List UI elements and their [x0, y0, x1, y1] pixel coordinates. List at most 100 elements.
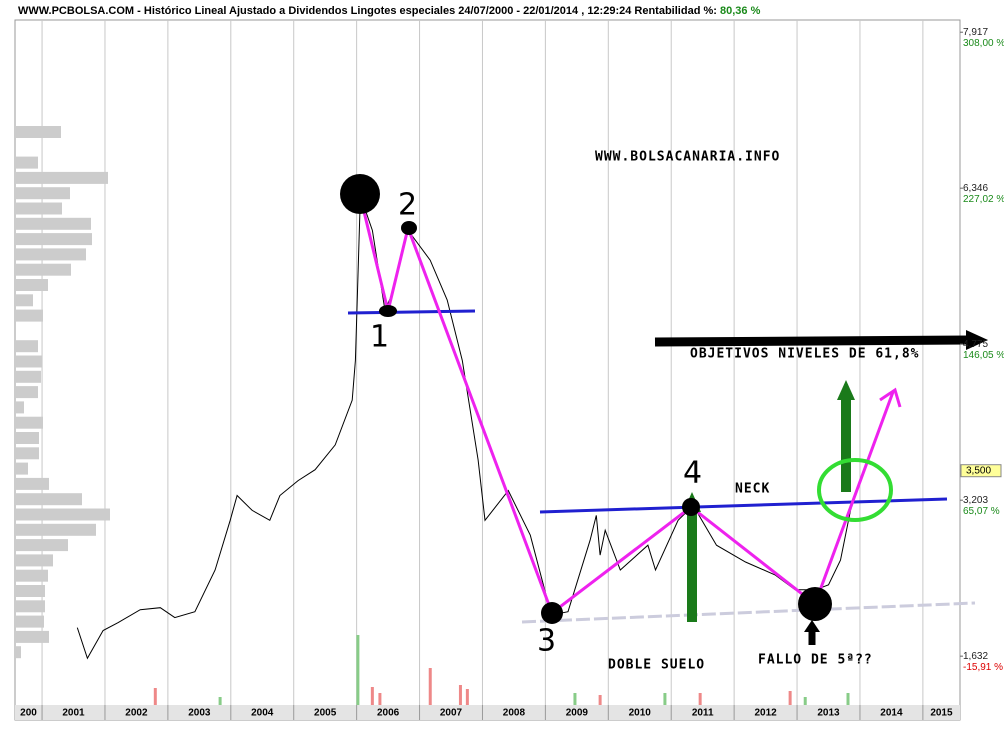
volume-profile-bar [16, 493, 82, 506]
volume-profile-bar [16, 462, 28, 475]
volume-profile-bar [16, 386, 38, 399]
y-tick-label: 6,346 [963, 183, 988, 194]
y-tick-label: 7,917 [963, 27, 988, 38]
point-marker [340, 174, 380, 214]
neckline-top [347, 309, 476, 315]
breakout-circle [817, 458, 893, 522]
annotations: WWW.BOLSACANARIA.INFO OBJETIVOS NIVELES … [340, 150, 988, 673]
y2-tick-label: -15,91 % [963, 662, 1003, 673]
volume-bar [153, 688, 157, 705]
y2-tick-label: 146,05 % [963, 350, 1004, 361]
point-label: 4 [683, 456, 702, 491]
last-value-label: 3,500 [966, 465, 991, 476]
volume-profile-bar [16, 126, 61, 138]
return-value: 80,36 % [720, 5, 761, 17]
volume-profile-bar [16, 477, 49, 490]
volume-profile-bar [16, 615, 44, 628]
volume-profile-bar [16, 416, 43, 429]
pattern-arrowhead [879, 387, 902, 408]
volume-bar [573, 693, 577, 705]
volume-profile-bar [16, 309, 43, 322]
point-marker [379, 305, 397, 317]
volume-profile-bar [16, 508, 110, 521]
title-text: WWW.PCBOLSA.COM - Histórico Lineal Ajust… [18, 5, 717, 17]
volume-bar [458, 685, 462, 705]
measure-arrowhead-2 [837, 380, 855, 400]
x-tick-label: 2005 [314, 708, 337, 719]
volume-profile-bar [16, 569, 48, 582]
price-line [76, 195, 861, 660]
volume-bar [803, 697, 807, 705]
volume-profile-bar [16, 248, 86, 261]
volume-bar [378, 693, 382, 705]
volume-profile-bar [16, 187, 70, 200]
target-arrowhead [966, 330, 988, 350]
volume-profile-bar [16, 355, 42, 368]
y2-tick-label: 308,00 % [963, 38, 1004, 49]
volume-profile-bar [16, 600, 45, 613]
x-tick-label: 2013 [817, 708, 840, 719]
volume-profile-bar [16, 630, 49, 643]
y2-tick-label: 65,07 % [963, 506, 1000, 517]
x-tick-label: 2004 [251, 708, 274, 719]
volume-profile-bar [16, 279, 48, 291]
volume-profile-bar [16, 370, 41, 383]
x-tick-label: 2012 [754, 708, 777, 719]
last-value-box [960, 464, 1002, 478]
x-tick-label: 2008 [503, 708, 526, 719]
volume-profile-bar [16, 523, 96, 536]
volume-profile-bar [16, 233, 92, 246]
y-tick-label: 3,203 [963, 495, 988, 506]
volume-profile-bar [16, 539, 68, 552]
grid [41, 20, 924, 705]
x-tick-label: 2001 [62, 708, 85, 719]
site-label: WWW.BOLSACANARIA.INFO [595, 150, 780, 165]
axis: 200 2001 2002 2003 2004 2005 2006 2007 2008 2009 2… [20, 27, 1004, 720]
point-marker [682, 498, 700, 516]
volume-bar [465, 689, 469, 705]
volume-profile-bar [16, 202, 62, 215]
volume-profile-bar [16, 401, 24, 414]
volume-bar [370, 687, 374, 705]
target-arrow [654, 335, 971, 347]
volume-profile-bar [16, 585, 45, 597]
x-tick-label: 200 [20, 708, 37, 719]
volume-profile [16, 126, 110, 659]
volume-profile-bar [16, 217, 91, 230]
y2-tick-label: 227,02 % [963, 194, 1004, 205]
x-tick-label: 2009 [566, 708, 589, 719]
x-tick-label: 2015 [930, 708, 953, 719]
x-tick-label: 2014 [880, 708, 903, 719]
volume-profile-bar [16, 646, 21, 659]
x-tick-label: 2007 [440, 708, 463, 719]
y-tick-label: 1,632 [963, 651, 988, 662]
volume-profile-bar [16, 554, 53, 567]
volume-bar [846, 693, 850, 705]
x-tick-label: 2011 [692, 708, 714, 719]
volume-profile-bar [16, 294, 33, 307]
neckline [539, 497, 948, 514]
x-tick-label: 2003 [188, 708, 211, 719]
double-bottom-label: DOBLE SUELO [608, 658, 705, 673]
volume-bar [598, 695, 602, 705]
support-line [521, 601, 976, 624]
y-tick-label: 4,775 [963, 339, 988, 350]
point-label: 2 [398, 188, 417, 223]
x-tick-label: 2002 [125, 708, 148, 719]
volume-bar [788, 691, 792, 705]
volume-bar [356, 635, 360, 705]
point-marker [798, 587, 832, 621]
price-line-group [76, 195, 861, 660]
volume-bar [428, 668, 432, 705]
fail-arrowhead [804, 620, 820, 632]
x-axis-strip [15, 705, 960, 720]
volume-profile-bar [16, 432, 39, 444]
chart-title: WWW.PCBOLSA.COM - Histórico Lineal Ajust… [18, 5, 761, 17]
volume-profile-bar [16, 156, 38, 169]
point-marker [401, 221, 417, 235]
volume-profile-bar [16, 340, 38, 353]
volume-bar [698, 693, 702, 705]
fifth-fail-label: FALLO DE 5ª?? [758, 653, 873, 668]
